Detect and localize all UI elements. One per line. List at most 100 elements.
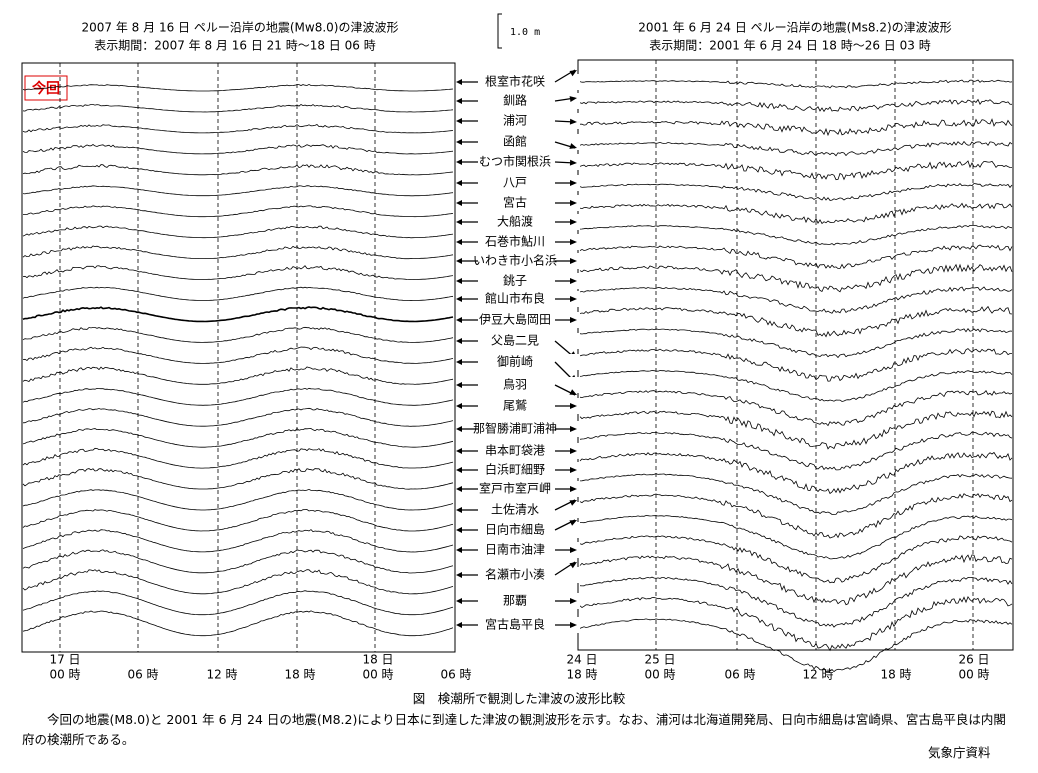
arrow-head	[570, 448, 577, 454]
arrow-head	[456, 403, 462, 409]
wave-left	[22, 387, 454, 406]
arrow-head	[456, 382, 462, 388]
time-label: 25 日	[644, 653, 675, 667]
arrow-head	[456, 448, 462, 454]
station-label: 白浜町細野	[485, 462, 545, 477]
station-bg	[470, 567, 580, 583]
arrow-head	[570, 622, 577, 628]
wave-left	[23, 205, 454, 218]
left-title: 2007 年 8 月 16 日 ペルー沿岸の地震(Mw8.0)の津波波形	[82, 21, 399, 35]
wave-left	[22, 225, 454, 239]
arrow-head	[456, 118, 462, 124]
time-label: 06 時	[127, 668, 158, 682]
arrow-head	[456, 258, 462, 264]
station-bg	[470, 377, 580, 393]
station-label: 根室市花咲	[485, 74, 545, 89]
station-label: むつ市関根浜	[479, 154, 551, 169]
arrow-head	[570, 200, 577, 206]
time-label: 17 日	[49, 653, 80, 667]
arrow-head	[569, 96, 577, 102]
wave-right	[579, 618, 1013, 673]
time-label: 00 時	[49, 668, 80, 682]
wave-left	[22, 549, 454, 574]
wave-right	[579, 390, 1013, 427]
arrow-head	[570, 296, 577, 302]
wave-left	[22, 104, 454, 113]
arrow-head	[570, 180, 577, 186]
wave-right	[579, 328, 1013, 359]
station-label: 父島二見	[491, 333, 539, 348]
station-bg	[470, 312, 580, 328]
arrow-head	[456, 359, 462, 365]
station-bg	[470, 74, 580, 90]
arrow-head	[456, 547, 462, 553]
station-label: 串本町袋港	[485, 444, 545, 458]
wave-left	[22, 509, 454, 532]
wave-right	[579, 493, 1013, 539]
arrow-head	[569, 143, 577, 149]
arrow-head	[570, 547, 577, 553]
wave-right	[579, 370, 1013, 402]
arrow-head	[456, 180, 462, 186]
arrow-head	[456, 317, 462, 323]
left-panel	[21, 62, 456, 653]
arrow-head	[456, 219, 462, 225]
station-label: 那智勝浦町浦神	[473, 421, 557, 436]
station-bg	[470, 234, 580, 250]
station-label: 日南市油津	[485, 542, 545, 557]
time-label: 00 時	[362, 668, 393, 682]
right-title: 2001 年 6 月 24 日 ペルー沿岸の地震(Ms8.2)の津波波形	[638, 21, 951, 35]
station-label: 函館	[503, 134, 527, 149]
station-label: 浦河	[503, 114, 527, 128]
wave-right	[579, 554, 1013, 606]
station-bg	[470, 113, 580, 129]
wave-right	[579, 431, 1013, 471]
arrow-head	[456, 572, 462, 578]
time-label: 26 日	[958, 653, 989, 667]
wave-right	[579, 263, 1013, 293]
left-period: 表示期間：2007 年 8 月 16 日 21 時～18 日 06 時	[94, 39, 375, 53]
station-label: 尾鷲	[503, 399, 527, 413]
arrow-head	[569, 70, 577, 77]
arrow-head	[570, 278, 577, 284]
caption-source: 気象庁資料	[928, 745, 991, 760]
station-label: 御前崎	[497, 354, 533, 369]
wave-right	[579, 595, 1013, 652]
arrow-head	[570, 467, 577, 473]
arrow-head	[569, 389, 577, 395]
time-label: 12 時	[206, 668, 237, 682]
wave-right	[579, 183, 1013, 201]
arrow-head	[570, 317, 577, 323]
arrow-head	[456, 527, 462, 533]
station-label: 八戸	[503, 176, 527, 190]
wave-left	[22, 488, 454, 511]
wave-left	[22, 590, 454, 616]
station-bg	[470, 154, 580, 170]
time-label: 00 時	[958, 668, 989, 682]
wave-right	[579, 576, 1013, 628]
time-label: 06 時	[440, 668, 471, 682]
arrow-head	[456, 278, 462, 284]
station-bg	[470, 522, 580, 538]
arrow-head	[456, 338, 462, 344]
caption-body: 今回の地震(M8.0)と 2001 年 6 月 24 日の地震(M8.2)により…	[22, 712, 1006, 747]
station-bg	[470, 134, 580, 150]
station-bg	[470, 398, 580, 414]
wave-right	[579, 535, 1013, 584]
station-bg	[470, 593, 580, 609]
station-bg	[470, 617, 580, 633]
wave-right	[579, 410, 1013, 450]
arrow-head	[570, 486, 577, 492]
wave-left	[22, 326, 454, 343]
arrow-head	[570, 598, 577, 604]
arrow-head	[456, 139, 462, 145]
station-label: 石巻市鮎川	[485, 234, 545, 249]
arrow-head	[456, 239, 462, 245]
wave-right	[579, 451, 1013, 495]
wave-right	[579, 98, 1013, 113]
arrow-head	[569, 500, 577, 506]
right-period: 表示期間：2001 年 6 月 24 日 18 時～26 日 03 時	[649, 39, 930, 53]
wave-right	[579, 79, 1013, 89]
station-label: 鳥羽	[503, 377, 527, 392]
